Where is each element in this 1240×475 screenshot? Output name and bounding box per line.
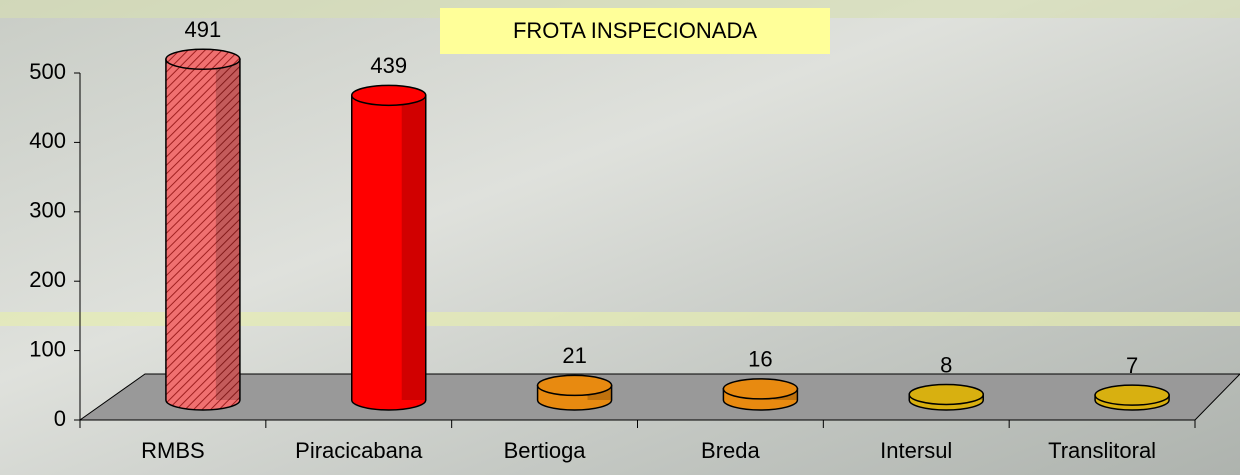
bar <box>351 84 427 411</box>
value-label: 16 <box>748 347 772 372</box>
y-tick-label: 400 <box>29 128 66 153</box>
y-tick-label: 300 <box>29 198 66 223</box>
bar <box>536 374 613 411</box>
bar-shade <box>401 95 426 401</box>
bar-body <box>351 94 427 411</box>
bar-top <box>536 374 613 397</box>
bar-top <box>908 383 984 406</box>
x-tick-label: Translitoral <box>1048 438 1156 463</box>
chart-title: FROTA INSPECIONADA <box>513 18 757 43</box>
bar <box>722 378 799 411</box>
x-tick-label: Breda <box>701 438 760 463</box>
x-tick-label: Bertioga <box>504 438 587 463</box>
bar-top <box>722 378 799 400</box>
bar <box>908 383 984 411</box>
bar-top <box>351 84 427 107</box>
value-label: 439 <box>370 53 407 78</box>
x-tick-label: Intersul <box>880 438 952 463</box>
x-tick-label: Piracicabana <box>295 438 423 463</box>
value-label: 8 <box>940 352 952 377</box>
y-tick-label: 500 <box>29 59 66 84</box>
value-label: 7 <box>1126 353 1138 378</box>
y-tick-label: 200 <box>29 267 66 292</box>
title-box <box>440 8 830 54</box>
value-label: 21 <box>562 343 586 368</box>
value-label: 491 <box>185 17 222 42</box>
bar <box>165 48 241 411</box>
bar-top <box>165 48 241 70</box>
x-tick-label: RMBS <box>141 438 205 463</box>
y-tick-label: 0 <box>54 406 66 431</box>
floor <box>78 373 1240 421</box>
background-band <box>0 312 1240 326</box>
bar-shade <box>215 59 240 400</box>
bar-top <box>1094 384 1170 406</box>
bar-body <box>165 58 241 411</box>
y-tick-label: 100 <box>29 336 66 361</box>
bar <box>1094 384 1170 411</box>
